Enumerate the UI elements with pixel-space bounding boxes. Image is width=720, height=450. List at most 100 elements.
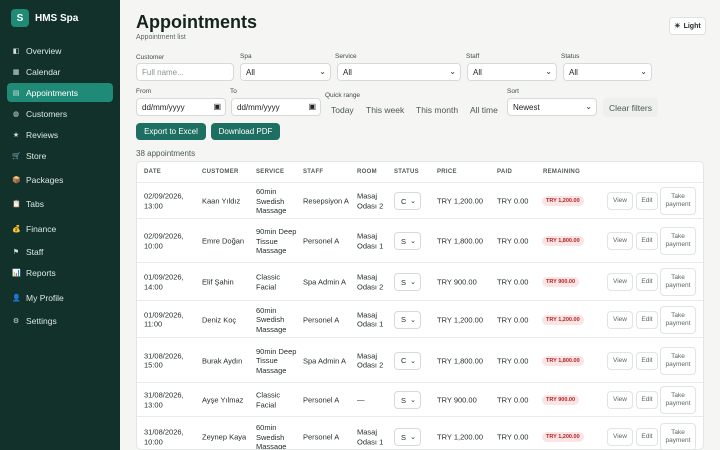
edit-button[interactable]: Edit (636, 192, 658, 210)
sidebar-item-calendar[interactable]: ▦ Calendar (7, 62, 113, 81)
status-select[interactable]: S ⌄ (394, 310, 421, 329)
table-row: 02/09/2026, 10:00 Emre Doğan 90min Deep Ti… (137, 219, 703, 263)
brand[interactable]: S HMS Spa (11, 9, 78, 27)
star-icon: ★ (12, 131, 20, 139)
to-date-label: To (230, 88, 237, 95)
status-select[interactable]: C ⌄ (394, 192, 421, 210)
view-button[interactable]: View (607, 232, 633, 250)
clear-filters-button[interactable]: Clear filters (603, 98, 658, 117)
status-select[interactable]: S ⌄ (394, 428, 421, 446)
settings-icon: ⚙ (12, 317, 20, 325)
view-button[interactable]: View (607, 310, 633, 329)
sidebar-item-packages[interactable]: 📦 Packages (7, 170, 113, 189)
sun-icon: ☀ (674, 23, 681, 30)
reports-icon: 📊 (12, 269, 21, 277)
remaining-badge: TRY 1,200.00 (542, 314, 584, 325)
quick-range-all-time[interactable]: All time (470, 105, 498, 115)
view-button[interactable]: View (607, 192, 633, 210)
export-excel-button[interactable]: Export to Excel (136, 123, 206, 140)
cell-staff: Personel A (303, 314, 340, 324)
cell-date: 31/08/2026, 13:00 (144, 390, 184, 410)
edit-button[interactable]: Edit (636, 428, 658, 446)
table-row: 01/09/2026, 11:00 Deniz Koç 60min Swedish … (137, 301, 703, 338)
status-select[interactable]: S ⌄ (394, 391, 421, 409)
sidebar-item-label: My Profile (26, 292, 64, 303)
cell-staff: Personel A (303, 236, 340, 246)
sidebar-item-settings[interactable]: ⚙ Settings (7, 311, 113, 330)
edit-button[interactable]: Edit (636, 273, 658, 291)
spa-select[interactable]: All ⌄ (240, 63, 331, 81)
cell-service: 90min Deep Tissue Massage (256, 346, 297, 375)
column-header-staff: STAFF (303, 169, 324, 175)
sidebar-item-appointments[interactable]: ▤ Appointments (7, 83, 113, 102)
status-select-value: S (401, 236, 407, 246)
from-date-input[interactable]: dd/mm/yyyy ▣ (136, 98, 226, 116)
take-payment-button[interactable]: Take payment (660, 305, 696, 334)
cell-room: Masaj Odası 2 (357, 272, 384, 292)
sidebar-item-customers[interactable]: ◍ Customers (7, 104, 113, 123)
to-date-input[interactable]: dd/mm/yyyy ▣ (231, 98, 321, 116)
cell-service: 90min Deep Tissue Massage (256, 226, 297, 255)
view-button[interactable]: View (607, 273, 633, 291)
cell-price: TRY 1,200.00 (437, 432, 484, 442)
sidebar-item-label: Reviews (26, 129, 59, 140)
overview-icon: ◧ (12, 47, 20, 55)
sidebar-item-overview[interactable]: ◧ Overview (7, 41, 113, 60)
take-payment-button[interactable]: Take payment (660, 423, 696, 449)
sidebar-item-tabs[interactable]: 📋 Tabs (7, 194, 113, 213)
chevron-down-icon: ⌄ (640, 67, 647, 76)
customer-search-input[interactable]: Full name... (136, 63, 234, 81)
calendar-icon: ▦ (12, 68, 20, 76)
sidebar-item-store[interactable]: 🛒 Store (7, 146, 113, 165)
quick-range-this-month[interactable]: This month (416, 105, 459, 115)
sidebar-item-finance[interactable]: 💰 Finance (7, 219, 113, 238)
quick-range-today[interactable]: Today (331, 105, 354, 115)
page-title: Appointments (136, 12, 257, 32)
chevron-down-icon: ⌄ (585, 102, 592, 111)
status-select[interactable]: S ⌄ (394, 273, 421, 291)
cell-room: Masaj Odası 1 (357, 231, 384, 251)
from-date-value: dd/mm/yyyy (142, 102, 185, 112)
take-payment-button[interactable]: Take payment (660, 268, 696, 296)
cell-price: TRY 1,800.00 (437, 236, 484, 246)
chevron-down-icon: ⌄ (410, 198, 416, 205)
view-button[interactable]: View (607, 391, 633, 409)
take-payment-button[interactable]: Take payment (660, 227, 696, 255)
sidebar-item-reports[interactable]: 📊 Reports (7, 263, 113, 282)
view-button[interactable]: View (607, 428, 633, 446)
column-header-paid: PAID (497, 169, 513, 175)
take-payment-button[interactable]: Take payment (660, 346, 696, 375)
edit-button[interactable]: Edit (636, 232, 658, 250)
staff-filter-label: Staff (466, 53, 480, 60)
edit-button[interactable]: Edit (636, 351, 658, 370)
staff-select[interactable]: All ⌄ (467, 63, 557, 81)
status-select[interactable]: S ⌄ (394, 232, 421, 250)
tabs-icon: 📋 (12, 200, 21, 208)
status-select-value: All (569, 67, 578, 77)
status-select-value: S (401, 315, 407, 324)
sidebar-item-label: Customers (26, 108, 68, 119)
edit-button[interactable]: Edit (636, 310, 658, 329)
download-pdf-button[interactable]: Download PDF (211, 123, 280, 140)
service-select[interactable]: All ⌄ (337, 63, 461, 81)
edit-button[interactable]: Edit (636, 391, 658, 409)
status-select[interactable]: C ⌄ (394, 351, 421, 370)
column-header-room: ROOM (357, 169, 377, 175)
cell-room: — (357, 395, 365, 405)
sidebar-item-staff[interactable]: ⚑ Staff (7, 242, 113, 261)
cell-price: TRY 900.00 (437, 277, 477, 287)
view-button[interactable]: View (607, 351, 633, 370)
theme-toggle-button[interactable]: ☀ Light (669, 17, 706, 35)
quick-range-this-week[interactable]: This week (366, 105, 405, 115)
sidebar-item-reviews[interactable]: ★ Reviews (7, 125, 113, 144)
remaining-badge: TRY 900.00 (542, 277, 580, 287)
cell-service: Classic Facial (256, 390, 281, 410)
take-payment-button[interactable]: Take payment (660, 386, 696, 414)
sidebar-item-my-profile[interactable]: 👤 My Profile (7, 288, 113, 307)
staff-select-value: All (473, 67, 482, 77)
take-payment-button[interactable]: Take payment (660, 187, 696, 215)
status-select[interactable]: All ⌄ (563, 63, 652, 81)
row-divider (137, 382, 703, 383)
sort-select[interactable]: Newest ⌄ (507, 98, 597, 116)
customers-icon: ◍ (12, 110, 20, 118)
